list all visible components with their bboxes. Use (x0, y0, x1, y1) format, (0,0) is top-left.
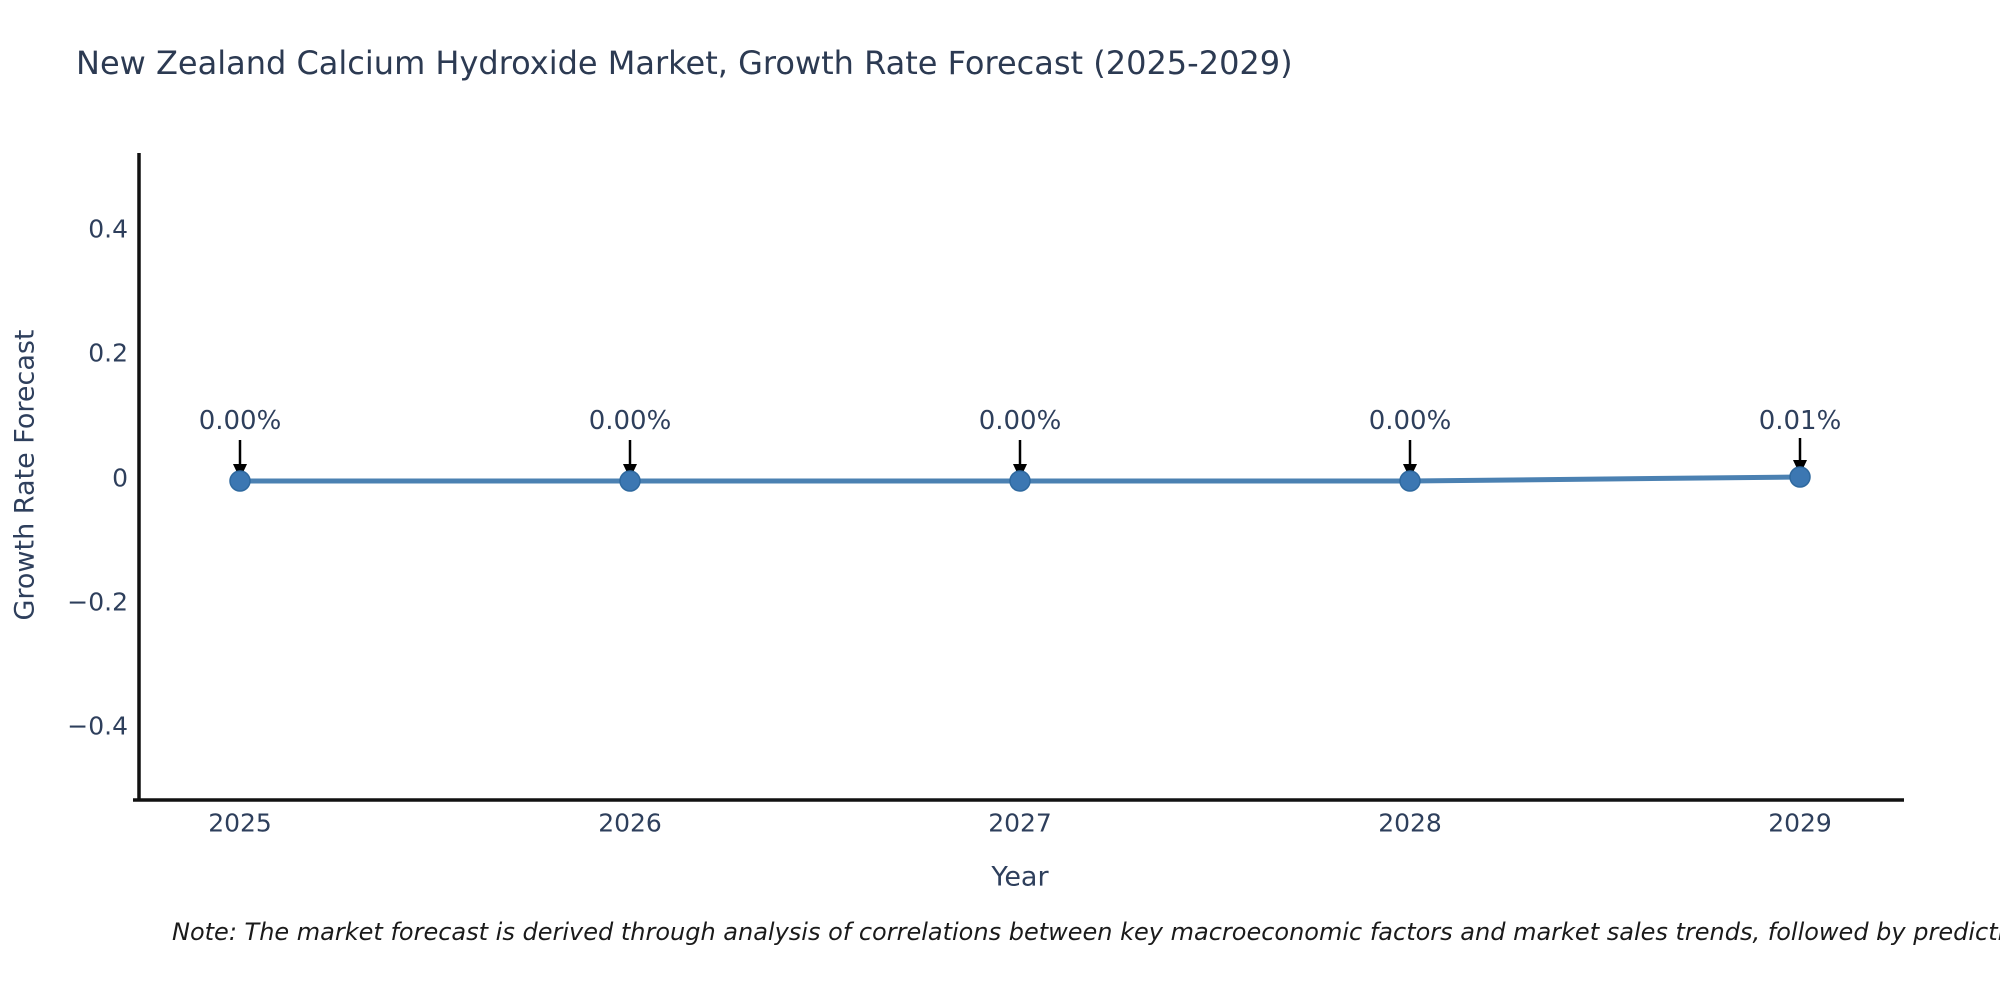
data-point-label: 0.00% (978, 406, 1062, 436)
data-point-marker (1009, 470, 1031, 492)
x-tick-label: 2026 (598, 808, 662, 838)
y-tick-label: −0.2 (67, 587, 128, 617)
y-tick-label: −0.4 (67, 711, 128, 741)
chart-title: New Zealand Calcium Hydroxide Market, Gr… (76, 44, 1293, 82)
data-point-marker (1399, 470, 1421, 492)
data-point-label: 0.01% (1758, 406, 1842, 436)
data-point-marker (1789, 466, 1811, 488)
y-tick-label: 0.2 (88, 338, 128, 368)
x-tick-label: 2027 (988, 808, 1052, 838)
x-tick-label: 2025 (208, 808, 272, 838)
y-tick-label: 0 (112, 463, 128, 493)
data-point-label: 0.00% (1368, 406, 1452, 436)
x-axis-title: Year (991, 861, 1049, 893)
footnote: Note: The market forecast is derived thr… (172, 918, 2000, 946)
x-tick-label: 2029 (1768, 808, 1832, 838)
data-point-marker (619, 470, 641, 492)
data-point-marker (229, 470, 251, 492)
data-point-label: 0.00% (198, 406, 282, 436)
data-point-label: 0.00% (588, 406, 672, 436)
x-tick-label: 2028 (1378, 808, 1442, 838)
y-tick-label: 0.4 (88, 214, 128, 244)
